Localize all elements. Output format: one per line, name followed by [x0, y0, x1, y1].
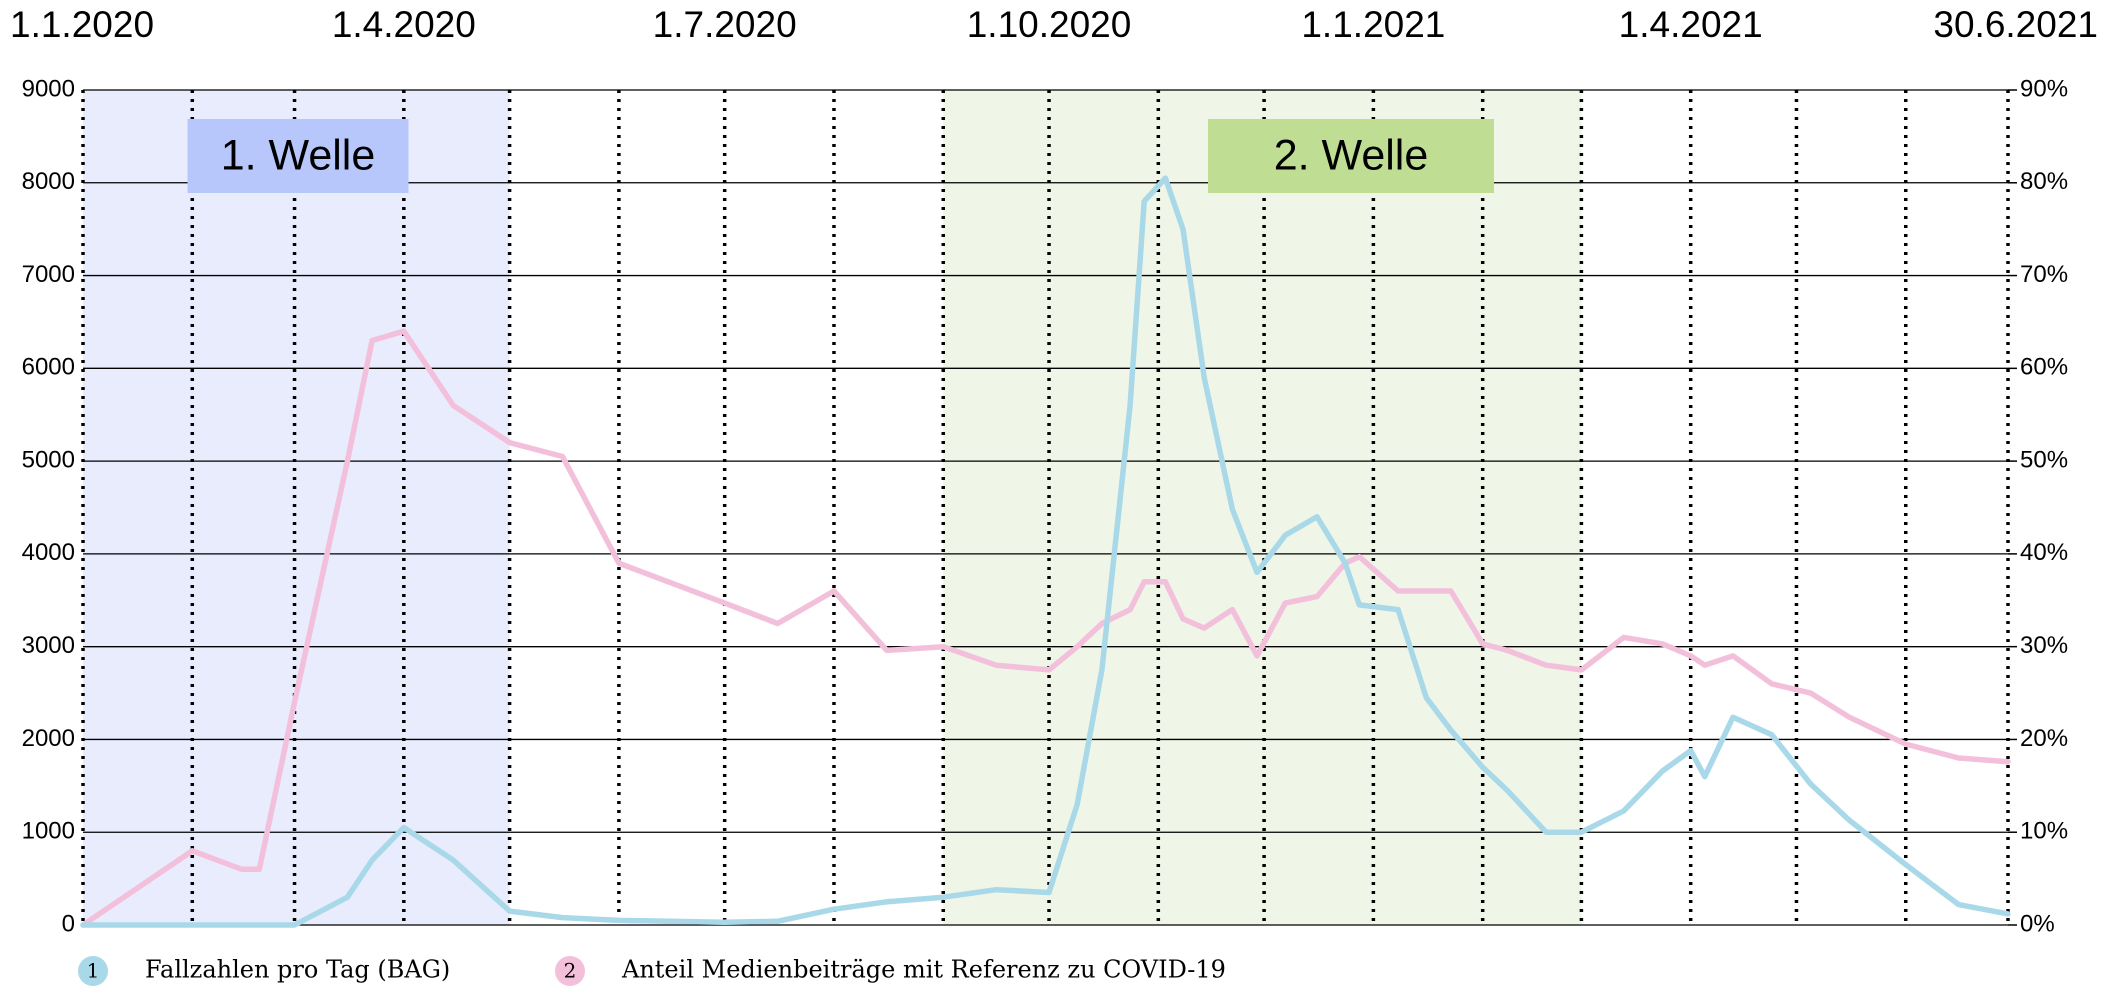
y-tick-label: 4000 — [22, 539, 75, 566]
x-tick-label: 1.1.2021 — [1301, 4, 1445, 45]
x-tick-label: 30.6.2021 — [1933, 4, 2098, 45]
y-tick-label: 9000 — [22, 75, 75, 102]
legend-badge — [78, 956, 108, 986]
y2-tick-label: 50% — [2020, 446, 2068, 473]
legend-label: Anteil Medienbeiträge mit Referenz zu CO… — [621, 956, 1226, 984]
y2-tick-label: 40% — [2020, 539, 2068, 566]
legend-badge-number: 2 — [564, 959, 577, 983]
x-tick-label: 1.4.2020 — [332, 4, 476, 45]
y2-tick-label: 80% — [2020, 168, 2068, 195]
x-tick-label: 1.7.2020 — [653, 4, 797, 45]
wave-region — [943, 90, 1582, 925]
wave-region — [83, 90, 510, 925]
series-line — [80, 328, 2011, 928]
y2-tick-label: 0% — [2020, 910, 2055, 937]
y2-tick-label: 10% — [2020, 818, 2068, 845]
legend-badge — [555, 956, 585, 986]
legend-badge-number: 1 — [87, 959, 100, 983]
y-tick-label: 2000 — [22, 725, 75, 752]
y2-tick-label: 60% — [2020, 354, 2068, 381]
y-tick-label: 5000 — [22, 446, 75, 473]
wave-label-box — [1208, 119, 1494, 193]
y2-tick-label: 90% — [2020, 75, 2068, 102]
wave-label: 2. Welle — [1274, 131, 1429, 179]
y2-tick-label: 30% — [2020, 632, 2068, 659]
y-tick-label: 8000 — [22, 168, 75, 195]
x-tick-label: 1.4.2021 — [1619, 4, 1763, 45]
y-tick-label: 6000 — [22, 354, 75, 381]
legend-label: Fallzahlen pro Tag (BAG) — [145, 956, 450, 984]
y-tick-label: 3000 — [22, 632, 75, 659]
x-tick-label: 1.10.2020 — [967, 4, 1132, 45]
series-line — [80, 175, 2011, 928]
y-tick-label: 0 — [62, 910, 75, 937]
y2-tick-label: 70% — [2020, 261, 2068, 288]
wave-label: 1. Welle — [221, 131, 376, 179]
y-tick-label: 1000 — [22, 818, 75, 845]
y2-tick-label: 20% — [2020, 725, 2068, 752]
x-tick-label: 1.1.2020 — [10, 4, 154, 45]
y-tick-label: 7000 — [22, 261, 75, 288]
wave-label-box — [187, 119, 409, 193]
